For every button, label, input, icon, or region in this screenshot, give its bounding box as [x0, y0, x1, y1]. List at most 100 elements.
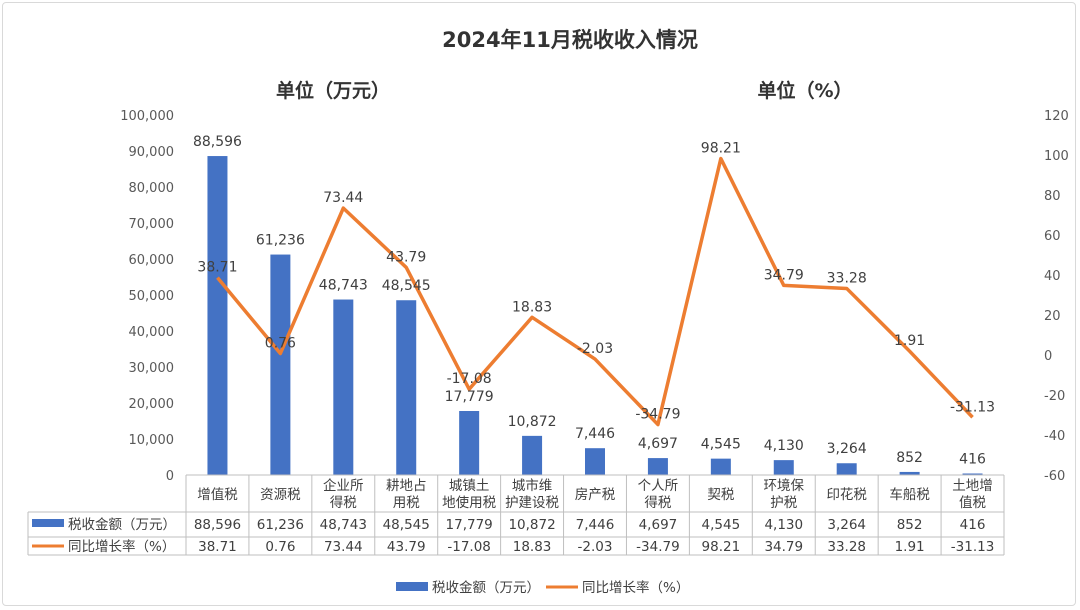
left-tick-label: 30,000 — [129, 361, 175, 376]
right-tick-label: 80 — [1044, 189, 1061, 204]
right-tick-label: -60 — [1044, 469, 1065, 484]
bar — [522, 435, 543, 475]
table-rate-cell: -17.08 — [447, 539, 491, 555]
line-value-label: -2.03 — [577, 341, 613, 357]
line-value-label: 98.21 — [701, 141, 741, 157]
table-amount-cell: 4,545 — [702, 517, 741, 533]
category-label: 得税 — [330, 494, 357, 511]
line-value-label: -31.13 — [950, 399, 995, 415]
line-value-label: -34.79 — [635, 407, 680, 423]
right-axis-unit: 单位（%） — [757, 79, 852, 102]
table-rate-cell: 43.79 — [387, 539, 426, 555]
bar-value-label: 48,743 — [319, 278, 368, 294]
category-label: 地使用税 — [442, 494, 496, 511]
table-rate-cell: 18.83 — [513, 539, 552, 555]
table-rate-cell: -34.79 — [636, 539, 680, 555]
bar — [836, 463, 857, 475]
data-labels: 88,596 61,236 48,743 48,545 17,779 10,872 7,44… — [193, 134, 995, 467]
category-label: 个人所 — [638, 478, 679, 494]
right-tick-label: -40 — [1044, 429, 1065, 444]
line-value-label: 38.71 — [197, 260, 237, 276]
bar-series — [207, 156, 983, 476]
category-label: 值税 — [959, 495, 987, 511]
bar-value-label: 3,264 — [827, 441, 867, 457]
table-rate-cell: 1.91 — [895, 539, 925, 555]
bar — [647, 458, 668, 475]
chart-title: 2024年11月税收收入情况 — [442, 28, 698, 52]
bar — [710, 458, 731, 475]
category-label: 契税 — [707, 487, 734, 503]
line-value-label: 73.44 — [323, 190, 363, 206]
table-rate-cell: 33.28 — [827, 539, 866, 555]
table-rate-cell: 98.21 — [702, 539, 741, 555]
left-tick-label: 60,000 — [129, 253, 175, 268]
category-label: 增值税 — [197, 487, 238, 503]
bar-value-label: 852 — [896, 450, 923, 466]
category-label: 护税 — [770, 495, 797, 511]
table-rate-cell: 73.44 — [324, 539, 363, 555]
table-amount-cell: 416 — [960, 517, 986, 533]
line-value-label: 18.83 — [512, 299, 552, 315]
legend-bar-swatch — [396, 582, 428, 591]
category-label: 资源税 — [260, 487, 301, 503]
table-bar-series-name: 税收金额（万元） — [68, 517, 176, 533]
axes: 0 10,000 20,000 30,000 40,000 50,000 60,000 70,… — [120, 109, 1069, 484]
table-rate-cell: 38.71 — [198, 539, 237, 555]
category-label: 城镇土 — [449, 478, 490, 494]
line-series — [216, 156, 974, 427]
bar-value-label: 416 — [959, 452, 986, 468]
line-value-label: 34.79 — [764, 267, 804, 283]
right-tick-label: 20 — [1044, 309, 1061, 324]
left-tick-label: 10,000 — [129, 433, 175, 448]
table-rate-cell: -31.13 — [951, 539, 995, 555]
table-amount-cell: 3,264 — [827, 517, 866, 533]
line-value-label: -17.08 — [447, 371, 492, 387]
right-tick-label: 60 — [1044, 229, 1061, 244]
bar-value-label: 88,596 — [193, 134, 242, 150]
bar — [333, 299, 354, 475]
table-rate-cell: 34.79 — [764, 539, 803, 555]
table-amount-cell: 88,596 — [194, 517, 241, 533]
line-value-label: 33.28 — [827, 270, 867, 286]
table-rate-cell: -2.03 — [578, 539, 613, 555]
bar-value-label: 17,779 — [445, 389, 494, 405]
bar-value-label: 4,545 — [701, 437, 741, 453]
category-label: 印花税 — [826, 487, 867, 503]
category-label: 护建设税 — [505, 495, 559, 511]
right-tick-label: 40 — [1044, 269, 1061, 284]
bar — [899, 471, 920, 475]
bar — [459, 410, 480, 475]
left-tick-label: 70,000 — [129, 217, 175, 232]
category-label: 企业所 — [323, 477, 364, 494]
bar — [773, 460, 794, 475]
table-rate-cell: 0.76 — [265, 539, 295, 555]
table-amount-cell: 7,446 — [576, 517, 615, 533]
category-label: 车船税 — [889, 486, 930, 503]
table-amount-cell: 48,743 — [320, 517, 367, 533]
line-value-label: 43.79 — [386, 249, 426, 265]
bar-value-label: 4,697 — [638, 436, 678, 452]
table-amount-cell: 4,697 — [639, 517, 678, 533]
bar — [207, 156, 228, 476]
left-tick-label: 100,000 — [120, 109, 174, 124]
right-tick-label: 0 — [1044, 349, 1052, 364]
left-tick-label: 80,000 — [129, 181, 175, 196]
bar-value-label: 61,236 — [256, 233, 305, 249]
category-label: 环境保 — [764, 478, 805, 494]
legend: 税收金额（万元） 同比增长率（%） — [396, 579, 689, 596]
left-tick-label: 20,000 — [129, 397, 175, 412]
bar — [585, 448, 605, 475]
left-tick-label: 90,000 — [129, 145, 175, 160]
left-axis-unit: 单位（万元） — [276, 79, 390, 102]
line-value-label: 1.91 — [894, 333, 925, 349]
table-amount-cell: 17,779 — [446, 517, 493, 533]
bar-value-label: 48,545 — [382, 278, 431, 294]
line-value-label: 0.76 — [265, 335, 296, 351]
table-line-series-name: 同比增长率（%） — [68, 538, 175, 555]
right-tick-label: 100 — [1044, 149, 1069, 164]
left-tick-label: 40,000 — [129, 325, 175, 340]
category-label: 城市维 — [512, 477, 553, 494]
